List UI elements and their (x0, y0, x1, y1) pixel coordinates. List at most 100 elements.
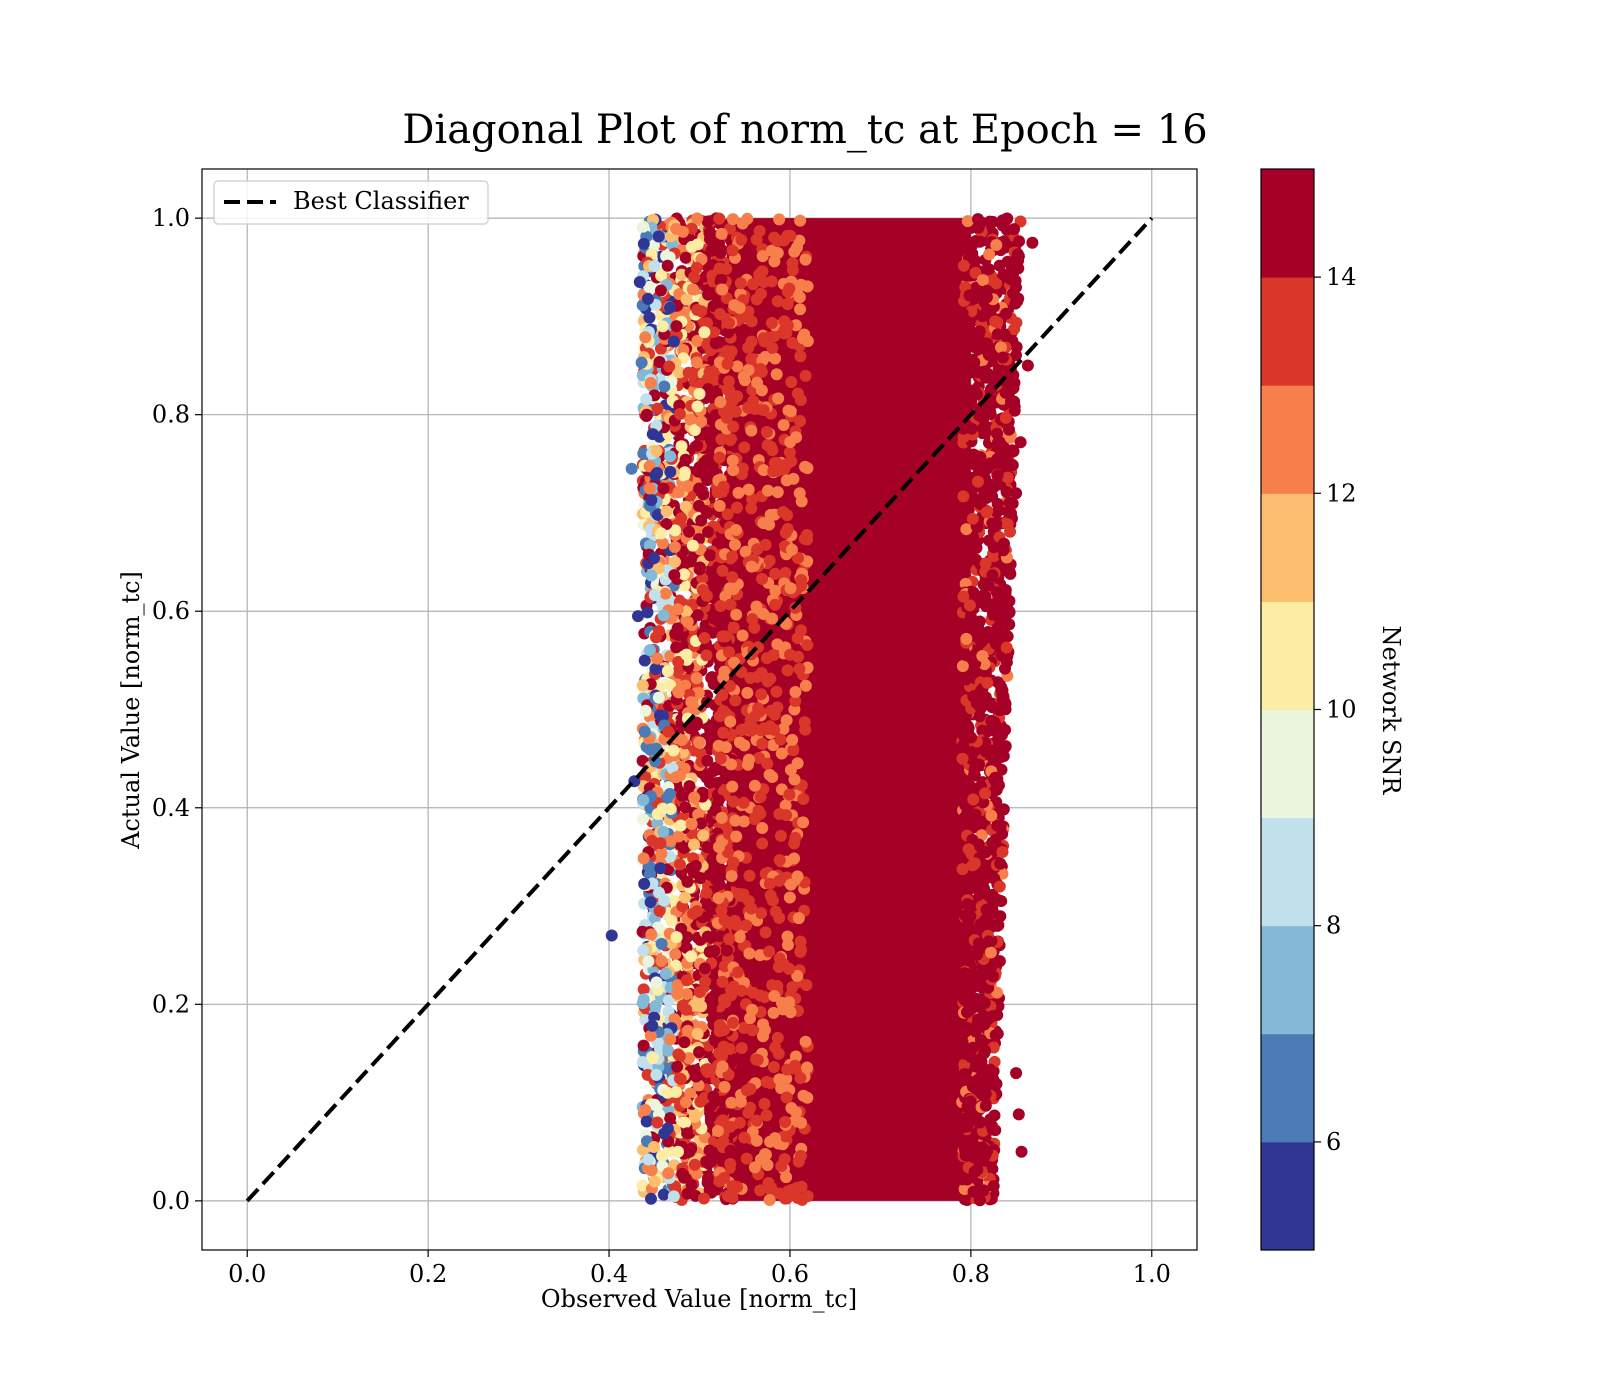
scatter-point (971, 475, 984, 488)
scatter-point (680, 293, 693, 306)
scatter-point (760, 1109, 773, 1122)
scatter-point (637, 1039, 650, 1052)
scatter-point (657, 609, 670, 622)
scatter-point (675, 268, 688, 281)
scatter-point (727, 795, 740, 808)
scatter-point (998, 596, 1011, 609)
scatter-point (959, 459, 972, 472)
scatter-point (958, 993, 971, 1006)
scatter-point (965, 781, 978, 794)
scatter-point (767, 1006, 780, 1019)
scatter-point (672, 655, 685, 668)
scatter-point (771, 247, 784, 260)
scatter-point (740, 919, 753, 932)
scatter-point (757, 517, 770, 530)
scatter-point (957, 259, 970, 272)
scatter-point (745, 352, 758, 365)
scatter-point (660, 792, 673, 805)
scatter-point (644, 743, 657, 756)
scatter-point (977, 796, 990, 809)
scatter-point (688, 1110, 701, 1123)
scatter-point (966, 340, 979, 353)
scatter-point (973, 235, 986, 248)
scatter-point (775, 747, 788, 760)
scatter-point (692, 686, 705, 699)
scatter-point (969, 1080, 982, 1093)
scatter-point (673, 1072, 686, 1085)
scatter-point (994, 341, 1007, 354)
scatter-point (769, 598, 782, 611)
scatter-point (657, 1188, 670, 1201)
scatter-point (668, 1013, 681, 1026)
scatter-point (700, 649, 713, 662)
scatter-point (756, 737, 769, 750)
scatter-point (675, 512, 688, 525)
scatter-point (760, 1076, 773, 1089)
scatter-point (706, 726, 719, 739)
scatter-point (788, 773, 801, 786)
scatter-point (724, 1120, 737, 1133)
scatter-point (1000, 651, 1013, 664)
scatter-point (967, 969, 980, 982)
scatter-point (714, 600, 727, 613)
scatter-point (682, 366, 695, 379)
scatter-point (681, 556, 694, 569)
plot-frame (201, 168, 1198, 1251)
scatter-point (637, 447, 650, 460)
scatter-point (784, 582, 797, 595)
scatter-point (645, 493, 658, 506)
scatter-point (641, 292, 654, 305)
scatter-point (957, 345, 970, 358)
x-axis-label: Observed Value [norm_tc] (541, 1285, 857, 1313)
scatter-point (691, 212, 704, 225)
scatter-point (650, 1068, 663, 1081)
scatter-point (697, 1192, 710, 1205)
scatter-point (653, 904, 666, 917)
scatter-point (761, 1159, 774, 1172)
scatter-point (797, 816, 810, 829)
x-tick-label: 0.4 (590, 1260, 628, 1288)
scatter-point (748, 779, 761, 792)
scatter-point (763, 554, 776, 567)
scatter-point (704, 549, 717, 562)
colorbar-bin (1261, 493, 1314, 602)
scatter-point (967, 793, 980, 806)
scatter-point (1000, 223, 1013, 236)
scatter-point (1005, 507, 1018, 520)
scatter-point (692, 465, 705, 478)
scatter-point (982, 935, 995, 948)
scatter-point (984, 1063, 997, 1076)
scatter-point (799, 723, 812, 736)
scatter-point (745, 315, 758, 328)
scatter-point (636, 997, 649, 1010)
scatter-point (733, 736, 746, 749)
outlier-point (633, 276, 646, 289)
scatter-point (991, 497, 1004, 510)
scatter-point (789, 1059, 802, 1072)
scatter-point (756, 265, 769, 278)
scatter-point (715, 433, 728, 446)
scatter-point (712, 1047, 725, 1060)
scatter-point (761, 674, 774, 687)
scatter-point (725, 1096, 738, 1109)
scatter-point (780, 714, 793, 727)
scatter-point (648, 260, 661, 273)
scatter-point (693, 561, 706, 574)
scatter-point (637, 220, 650, 233)
scatter-point (799, 460, 812, 473)
scatter-point (757, 464, 770, 477)
scatter-point (691, 439, 704, 452)
y-axis-label: Actual Value [norm_tc] (117, 571, 145, 850)
scatter-point (700, 1155, 713, 1168)
scatter-point (742, 483, 755, 496)
scatter-point (766, 341, 779, 354)
scatter-point (982, 579, 995, 592)
scatter-point (799, 369, 812, 382)
scatter-point (656, 320, 669, 333)
scatter-point (968, 857, 981, 870)
scatter-point (750, 1114, 763, 1127)
scatter-point (697, 829, 710, 842)
scatter-point (982, 263, 995, 276)
scatter-point (664, 465, 677, 478)
colorbar-bin (1261, 1141, 1314, 1251)
